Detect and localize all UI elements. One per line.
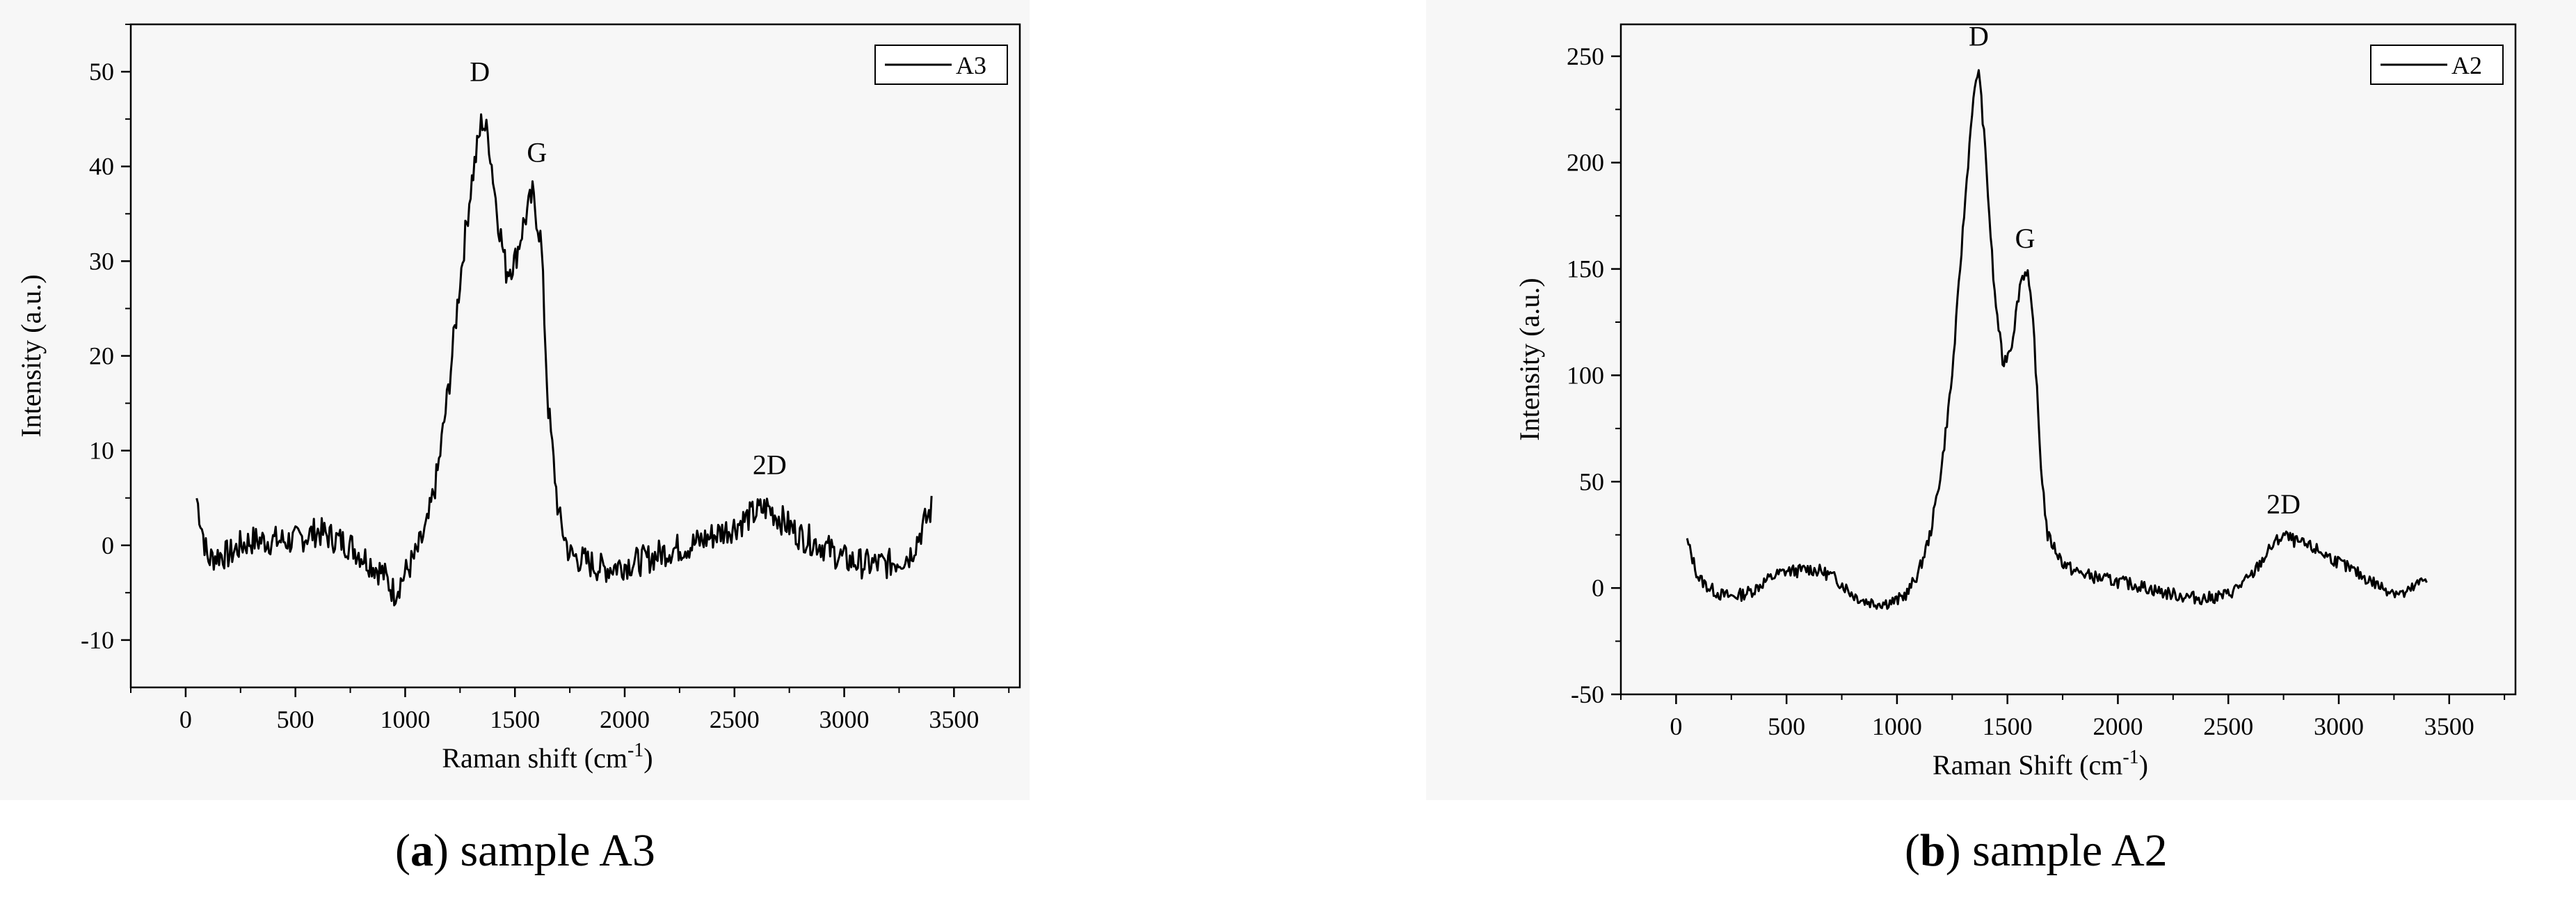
y-tick-label: 20 — [89, 342, 114, 370]
x-tick-label: 500 — [277, 705, 314, 733]
series-line-A2 — [1686, 69, 2428, 610]
y-tick-label: 40 — [89, 152, 114, 180]
y-tick-label: 50 — [1579, 468, 1604, 495]
peak-label-2D: 2D — [753, 449, 787, 481]
peak-label-2D: 2D — [2266, 488, 2301, 520]
peak-label-D: D — [1969, 21, 1989, 52]
x-tick-label: 1500 — [1983, 712, 2033, 740]
x-tick-label: 3000 — [2314, 712, 2364, 740]
x-tick-label: 2000 — [600, 705, 650, 733]
chart-a2: 0 500 1000 1500 2000 2500 3000 3500 -50 0 50 100 150… — [1514, 21, 2517, 781]
peak-label-D: D — [470, 56, 490, 88]
y-tick-label: 10 — [89, 437, 114, 465]
y-tick-label: 100 — [1567, 361, 1604, 389]
chart-a3: 0 500 1000 1500 2000 2500 3000 3500 -10 0 10 20 30 40… — [15, 23, 1021, 774]
panel-a-background — [0, 0, 1030, 800]
caption-a: (a) sample A3 — [395, 825, 655, 876]
x-tick-label: 3500 — [2424, 712, 2474, 740]
y-tick-label: 250 — [1567, 42, 1604, 70]
y-tick-label: 0 — [102, 532, 114, 559]
y-tick-label: 30 — [89, 247, 114, 275]
caption-b: (b) sample A2 — [1905, 825, 2168, 876]
x-axis-label: Raman Shift (cm-1) — [1933, 747, 2148, 781]
x-tick-label: 2500 — [2203, 712, 2253, 740]
plot-frame — [1619, 23, 2517, 696]
plot-frame — [129, 23, 1021, 689]
x-tick-label: 0 — [1670, 712, 1682, 740]
x-tick-label: 2500 — [710, 705, 760, 733]
series-line-A3 — [195, 113, 933, 607]
x-tick-label: 1000 — [380, 705, 430, 733]
caption-b-letter: b — [1919, 825, 1946, 876]
caption-a-letter: a — [410, 825, 433, 876]
y-tick-label: -10 — [81, 626, 114, 654]
x-tick-label: 3500 — [929, 705, 979, 733]
x-tick-label: 1500 — [490, 705, 540, 733]
caption-a-text: sample A3 — [460, 825, 655, 876]
legend-label: A3 — [956, 51, 986, 79]
x-tick-label: 0 — [179, 705, 192, 733]
x-tick-label: 3000 — [819, 705, 870, 733]
y-axis-label: Intensity (a.u.) — [1514, 278, 1545, 440]
panel-b-background — [1426, 0, 2576, 800]
peak-label-G: G — [2015, 223, 2035, 254]
y-tick-label: -50 — [1571, 680, 1604, 708]
y-axis-label: Intensity (a.u.) — [15, 274, 47, 437]
legend-label: A2 — [2451, 51, 2482, 79]
x-tick-label: 2000 — [2093, 712, 2143, 740]
x-tick-label: 1000 — [1872, 712, 1922, 740]
y-tick-label: 150 — [1567, 255, 1604, 283]
y-tick-label: 50 — [89, 58, 114, 86]
caption-b-text: sample A2 — [1972, 825, 2168, 876]
peak-label-G: G — [527, 136, 547, 168]
y-tick-label: 0 — [1592, 574, 1604, 602]
y-tick-label: 200 — [1567, 149, 1604, 177]
x-tick-label: 500 — [1768, 712, 1805, 740]
x-axis-label: Raman shift (cm-1) — [442, 740, 653, 774]
